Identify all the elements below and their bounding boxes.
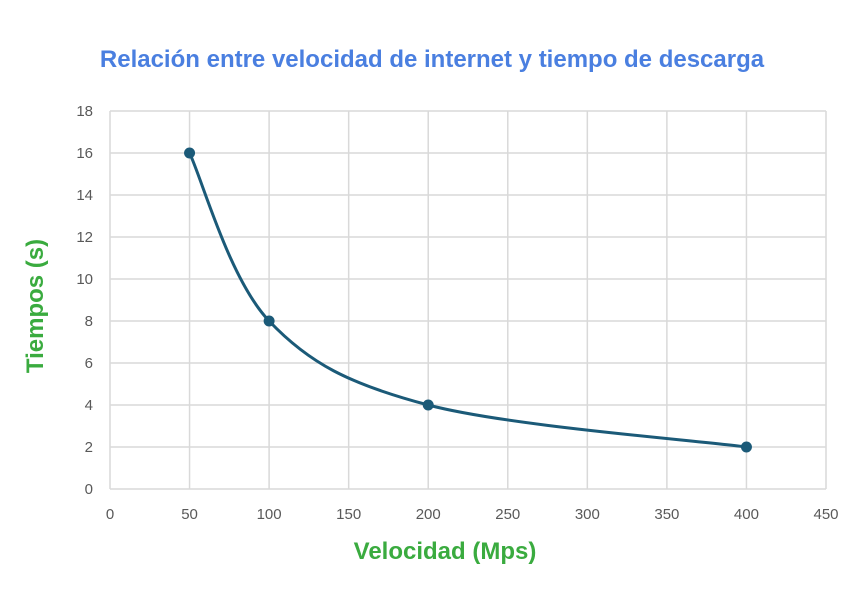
data-point: [263, 315, 275, 327]
x-tick-label: 50: [181, 506, 198, 523]
y-tick-label: 14: [76, 187, 93, 204]
chart-title: Relación entre velocidad de internet y t…: [99, 46, 765, 73]
y-tick-label: 6: [85, 355, 93, 372]
x-tick-label: 200: [416, 506, 441, 523]
y-tick-label: 18: [76, 103, 93, 120]
series-line: [188, 151, 748, 449]
x-tick-label: 0: [106, 506, 114, 523]
y-axis-ticks: 0 2 4 6 8 10 12 14 16 18: [76, 103, 93, 498]
y-tick-label: 4: [85, 397, 93, 414]
x-tick-label: 400: [734, 506, 759, 523]
x-tick-label: 250: [495, 506, 520, 523]
y-tick-label: 16: [76, 145, 93, 162]
x-tick-label: 150: [336, 506, 361, 523]
series-group: [184, 147, 752, 453]
y-tick-label: 10: [76, 271, 93, 288]
x-tick-label: 350: [654, 506, 679, 523]
x-tick-label: 100: [257, 506, 282, 523]
data-point: [422, 399, 434, 411]
y-tick-label: 0: [85, 481, 93, 498]
x-axis-label: Velocidad (Mps): [353, 538, 537, 565]
x-axis-ticks: 0 50 100 150 200 250 300 350 400 450: [106, 506, 839, 523]
y-tick-label: 8: [85, 313, 93, 330]
grid-lines: [109, 110, 827, 490]
data-point: [740, 441, 752, 453]
data-point: [184, 147, 196, 159]
y-tick-label: 2: [85, 439, 93, 456]
x-tick-label: 300: [575, 506, 600, 523]
x-tick-label: 450: [813, 506, 838, 523]
y-tick-label: 12: [76, 229, 93, 246]
